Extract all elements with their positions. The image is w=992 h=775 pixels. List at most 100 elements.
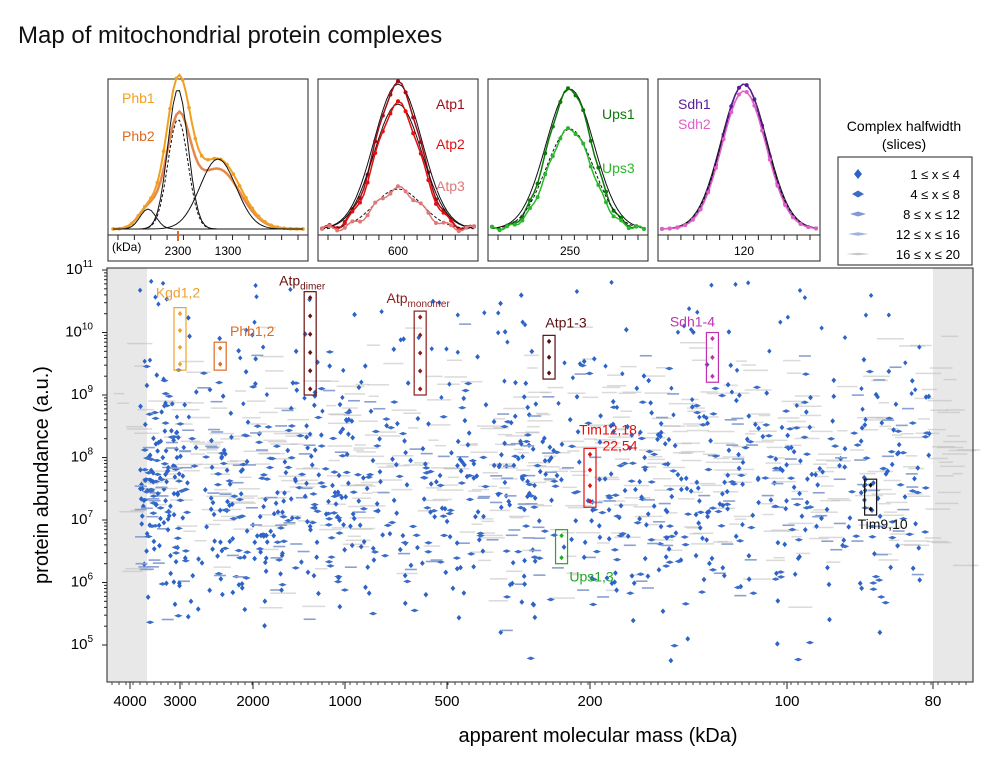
data-point-wide xyxy=(404,568,417,571)
data-point xyxy=(637,478,643,485)
data-point-wide xyxy=(532,526,545,529)
data-point xyxy=(380,553,390,558)
streak xyxy=(516,469,531,471)
series-point xyxy=(558,136,563,141)
series-point xyxy=(683,223,688,228)
data-point xyxy=(386,425,396,430)
complex-point xyxy=(587,467,593,473)
data-point xyxy=(423,591,429,598)
data-point xyxy=(149,494,158,498)
data-point xyxy=(777,465,783,472)
data-point-wide xyxy=(873,379,886,381)
series-point xyxy=(798,221,803,226)
data-point xyxy=(697,525,703,531)
data-point xyxy=(672,442,678,449)
data-point xyxy=(903,360,908,366)
data-point-wide xyxy=(784,458,797,460)
streak xyxy=(213,492,232,494)
data-point-wide xyxy=(577,589,590,591)
streak xyxy=(116,402,129,404)
data-point-wide xyxy=(589,456,602,459)
series-point xyxy=(566,86,570,91)
data-point xyxy=(698,423,708,427)
data-point xyxy=(447,381,452,387)
data-point xyxy=(264,425,273,429)
data-point xyxy=(137,287,143,293)
streak xyxy=(221,515,243,518)
streak xyxy=(567,506,588,509)
data-point-wide xyxy=(430,559,443,561)
data-point xyxy=(666,487,675,492)
data-point xyxy=(229,434,234,440)
data-point xyxy=(696,520,702,526)
streak xyxy=(952,472,963,475)
series-point xyxy=(634,224,639,229)
streak xyxy=(345,539,371,542)
streak xyxy=(199,449,218,451)
data-point xyxy=(142,364,151,369)
streak xyxy=(813,509,826,511)
streak xyxy=(788,522,814,525)
data-point xyxy=(279,539,289,544)
data-point xyxy=(442,505,448,512)
streak xyxy=(233,435,252,438)
series-point xyxy=(752,103,757,108)
data-point xyxy=(585,371,594,376)
data-point xyxy=(176,471,182,477)
series-point xyxy=(350,219,355,224)
series-point xyxy=(767,157,772,162)
series-point xyxy=(550,124,555,129)
series-point xyxy=(365,180,370,185)
data-point xyxy=(530,505,539,509)
streak xyxy=(233,528,253,530)
data-point xyxy=(405,380,411,386)
series-point xyxy=(187,105,191,110)
streak xyxy=(130,509,144,512)
data-point xyxy=(374,500,380,507)
streak xyxy=(749,430,777,433)
data-point xyxy=(749,591,758,596)
data-point-wide xyxy=(231,481,244,484)
data-point xyxy=(400,540,410,545)
streak xyxy=(260,430,287,433)
data-point xyxy=(869,587,878,591)
data-point xyxy=(139,513,145,519)
data-point xyxy=(150,470,156,476)
data-point xyxy=(408,524,418,529)
streak xyxy=(301,479,319,481)
streak xyxy=(403,412,421,414)
series-point xyxy=(380,196,385,201)
data-point xyxy=(518,441,524,447)
data-point xyxy=(684,485,690,492)
data-point xyxy=(437,472,443,479)
data-point xyxy=(459,459,465,465)
series-point xyxy=(350,209,355,214)
data-point xyxy=(158,582,167,586)
data-point xyxy=(343,494,349,500)
streak xyxy=(495,443,506,446)
data-point xyxy=(885,468,891,475)
data-point xyxy=(314,539,320,546)
streak xyxy=(467,443,478,445)
data-point xyxy=(858,438,864,444)
data-point xyxy=(155,448,160,454)
streak xyxy=(786,420,806,423)
streak xyxy=(434,444,446,447)
streak xyxy=(446,359,462,362)
data-point xyxy=(176,498,185,503)
series-label-phb1: Phb1 xyxy=(122,90,155,106)
streak xyxy=(249,423,268,425)
streak xyxy=(612,416,631,418)
data-point xyxy=(631,580,637,586)
data-point xyxy=(307,431,313,437)
data-point xyxy=(694,479,700,486)
series-point xyxy=(396,79,400,84)
streak xyxy=(396,572,418,575)
data-point xyxy=(693,552,699,559)
data-point xyxy=(610,398,616,405)
data-point xyxy=(830,444,840,448)
data-point xyxy=(236,582,242,588)
legend-item-label: 4 ≤ x ≤ 8 xyxy=(910,187,960,202)
data-point xyxy=(221,546,230,551)
data-point xyxy=(174,526,183,531)
